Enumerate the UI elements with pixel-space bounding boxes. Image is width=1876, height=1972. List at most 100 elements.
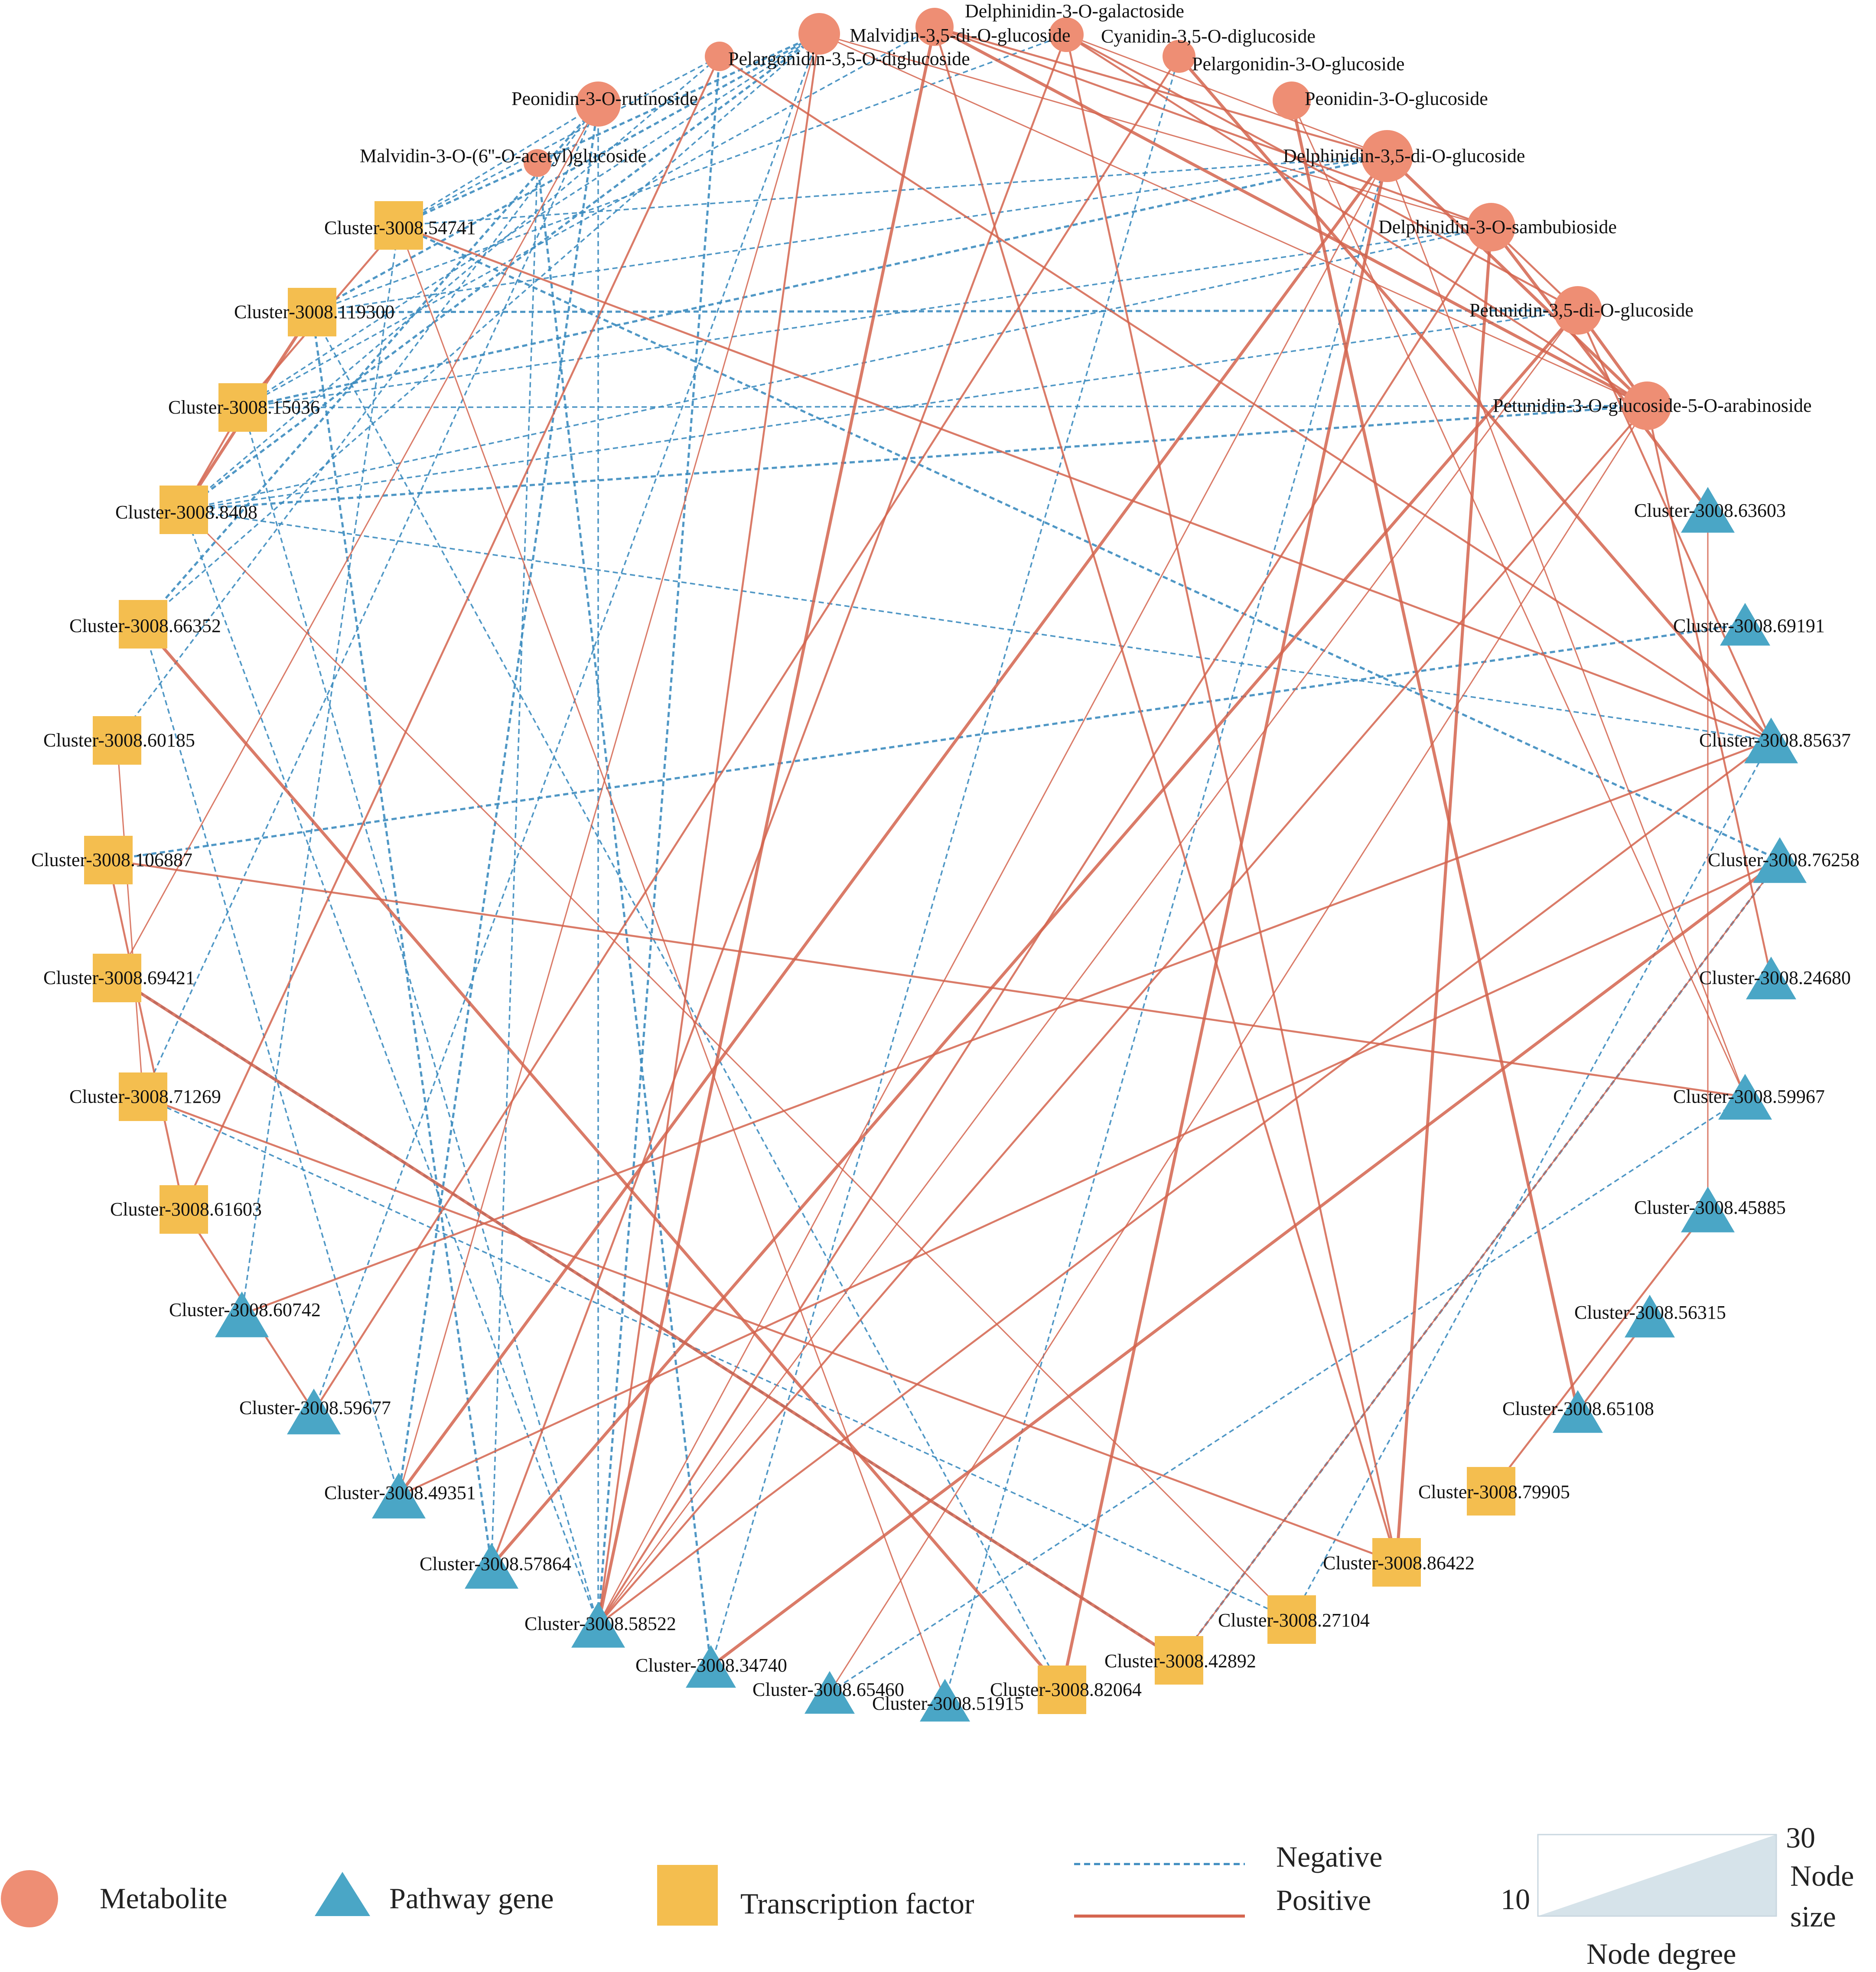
node-size-label-line2: size (1790, 1900, 1836, 1933)
edge-positive-g13-m12 (1646, 405, 1772, 978)
node-label-t15: Cluster-3008.79905 (1418, 1481, 1570, 1503)
node-transcription-factor-t4[interactable] (160, 486, 208, 534)
node-label-m8: Malvidin-3-O-(6''-O-acetyl)glucoside (360, 145, 646, 166)
pathway-gene-legend-label: Pathway gene (389, 1882, 554, 1915)
node-metabolite-m5[interactable] (1163, 40, 1195, 73)
node-pathway-gene-g14[interactable] (1753, 837, 1807, 883)
node-pathway-gene-g15[interactable] (1744, 717, 1798, 763)
node-pathway-gene-g9[interactable] (1553, 1390, 1603, 1433)
node-transcription-factor-t15[interactable] (1467, 1467, 1515, 1516)
node-metabolite-m7[interactable] (1273, 81, 1311, 120)
node-metabolite-m1[interactable] (915, 8, 954, 46)
node-transcription-factor-t9[interactable] (119, 1072, 167, 1121)
node-transcription-factor-t1[interactable] (375, 201, 423, 250)
node-label-m5: Pelargonidin-3-O-glucoside (1192, 53, 1404, 75)
edge-positive-m9-m3 (1066, 34, 1387, 157)
edge-positive-g5-m2 (597, 33, 821, 1625)
pathway-gene-legend-icon (315, 1872, 370, 1916)
node-metabolite-m3[interactable] (1049, 17, 1084, 52)
edge-positive-t14-m10 (1395, 227, 1493, 1563)
node-pathway-gene-g13[interactable] (1746, 956, 1796, 1000)
edge-negative-g5-t3 (242, 407, 599, 1625)
node-pathway-gene-g7[interactable] (804, 1671, 855, 1714)
node-pathway-gene-g17[interactable] (1681, 487, 1735, 533)
node-label-g16: Cluster-3008.69191 (1673, 615, 1825, 636)
node-metabolite-m2[interactable] (798, 13, 840, 55)
node-layer (84, 8, 1807, 1722)
node-metabolite-m6[interactable] (576, 81, 621, 127)
edge-positive-t11-m9 (1060, 156, 1389, 1690)
edge-negative-t13-g15 (1291, 740, 1772, 1620)
edge-negative-t5-m2 (142, 33, 820, 625)
edge-positive-t13-t4 (183, 509, 1293, 1620)
node-transcription-factor-t12[interactable] (1155, 1636, 1203, 1685)
node-pathway-gene-g11[interactable] (1681, 1186, 1735, 1232)
edge-negative-t1-g14 (398, 224, 1781, 861)
node-pathway-gene-g4[interactable] (465, 1543, 518, 1589)
node-pathway-gene-g8[interactable] (920, 1679, 970, 1722)
node-pathway-gene-g16[interactable] (1720, 603, 1770, 646)
node-pathway-gene-g12[interactable] (1718, 1074, 1772, 1120)
degree-min-label: 10 (1501, 1883, 1530, 1916)
edge-positive-t1-g8 (398, 225, 946, 1701)
node-pathway-gene-g5[interactable] (571, 1602, 625, 1648)
node-size-label-line1: Node (1790, 1859, 1854, 1892)
node-label-g8: Cluster-3008.51915 (872, 1693, 1024, 1714)
node-label-g12: Cluster-3008.59967 (1673, 1086, 1825, 1107)
edge-negative-t4-m4 (183, 55, 720, 511)
edge-positive-g5-m10 (597, 226, 1492, 1626)
edge-positive-g4-m11 (490, 309, 1579, 1567)
edge-positive-t8-m6 (116, 104, 599, 978)
node-label-g17: Cluster-3008.63603 (1634, 500, 1786, 521)
edge-positive-t9-t14 (143, 1095, 1397, 1564)
node-metabolite-m9[interactable] (1361, 130, 1413, 182)
node-transcription-factor-t5[interactable] (119, 600, 167, 649)
edge-negative-g6-m5 (710, 56, 1180, 1667)
edge-positive-g5-m11 (597, 310, 1579, 1625)
node-pathway-gene-g10[interactable] (1625, 1294, 1675, 1338)
edge-positive-t5-t11 (142, 623, 1063, 1691)
node-pathway-gene-g3[interactable] (372, 1473, 426, 1519)
node-label-m9: Delphinidin-3,5-di-O-glucoside (1283, 145, 1525, 166)
node-metabolite-m10[interactable] (1467, 203, 1515, 251)
edge-positive-m9-m12 (1386, 155, 1648, 407)
edge-positive-t8-t12 (116, 977, 1180, 1662)
node-metabolite-m12[interactable] (1623, 381, 1671, 430)
edge-positive-m2-m12 (819, 33, 1648, 407)
edge-positive-t15-g11 (1490, 1209, 1709, 1492)
edge-positive-m7-g12 (1291, 100, 1746, 1097)
edge-negative-t4-m12 (183, 404, 1648, 511)
node-metabolite-m4[interactable] (705, 42, 734, 71)
node-transcription-factor-t10[interactable] (160, 1185, 208, 1234)
edge-positive-g5-m12 (597, 405, 1648, 1626)
edge-positive-g3-m2 (398, 33, 820, 1496)
node-pathway-gene-g6[interactable] (686, 1645, 736, 1688)
edge-negative-t2-m9 (312, 155, 1387, 313)
transcription-factor-legend-icon (657, 1865, 718, 1926)
node-transcription-factor-t14[interactable] (1372, 1538, 1421, 1587)
edge-layer (107, 25, 1781, 1701)
node-transcription-factor-t7[interactable] (84, 836, 133, 884)
edge-negative-g4-t2 (311, 312, 493, 1566)
node-transcription-factor-t8[interactable] (93, 954, 141, 1002)
metabolite-legend-label: Metabolite (100, 1882, 228, 1915)
node-transcription-factor-t2[interactable] (288, 288, 336, 336)
edge-negative-t5-m6 (142, 103, 599, 625)
node-pathway-gene-g2[interactable] (287, 1389, 341, 1434)
node-transcription-factor-t6[interactable] (93, 716, 141, 765)
edge-negative-t2-m2 (311, 33, 820, 313)
node-transcription-factor-t3[interactable] (218, 383, 267, 432)
node-pathway-gene-g1[interactable] (215, 1291, 269, 1337)
edge-positive-t10-m4 (182, 56, 721, 1210)
negative-legend-label: Negative (1276, 1840, 1382, 1873)
node-transcription-factor-t13[interactable] (1267, 1595, 1316, 1644)
node-transcription-factor-t11[interactable] (1038, 1666, 1086, 1714)
node-degree-ramp-frame (1537, 1834, 1777, 1917)
node-metabolite-m8[interactable] (524, 149, 551, 177)
edge-negative-t3-m9 (242, 155, 1387, 409)
edge-negative-g6-m8 (536, 163, 712, 1667)
node-label-g14: Cluster-3008.76258 (1708, 849, 1860, 870)
edge-positive-m5-g15 (1178, 55, 1772, 742)
node-metabolite-m11[interactable] (1554, 286, 1602, 335)
